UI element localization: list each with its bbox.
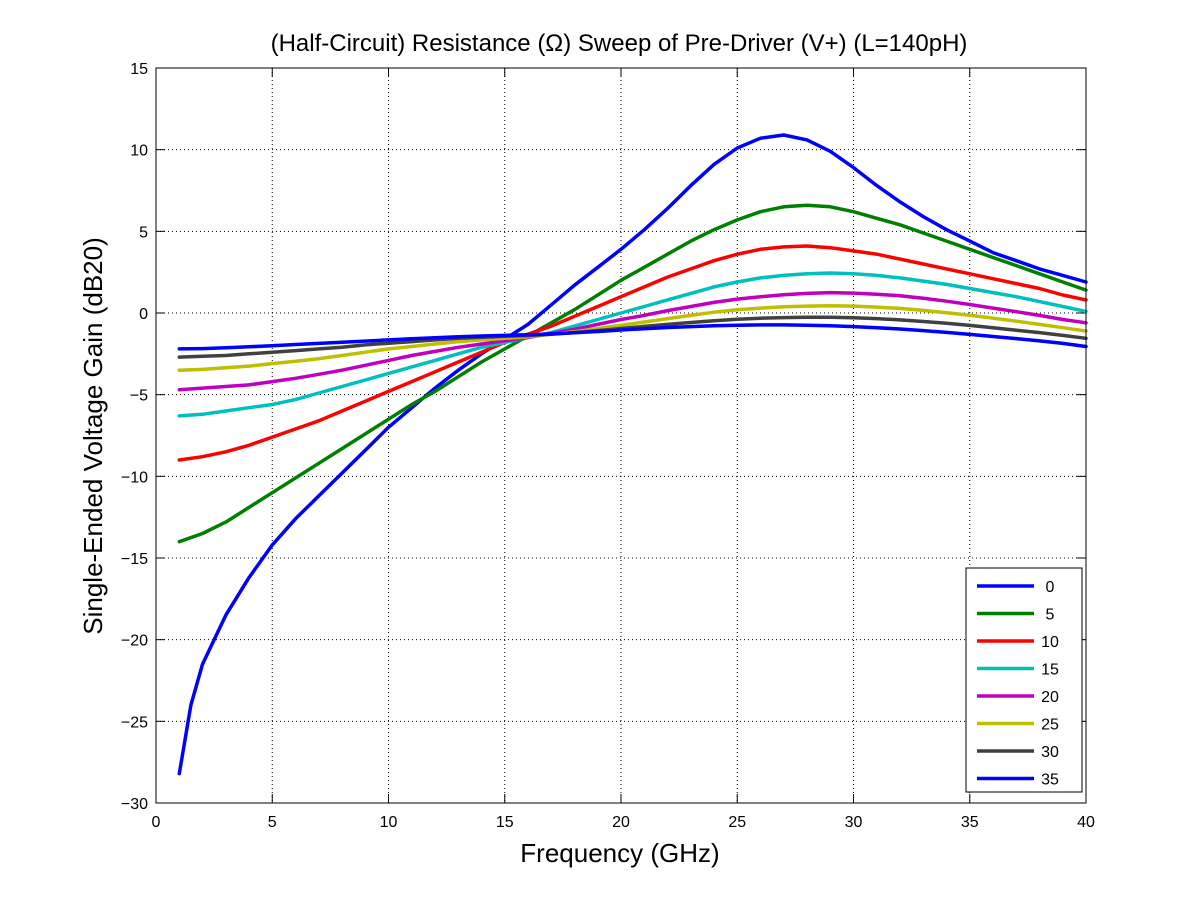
y-tick-label: 0 [139, 306, 148, 323]
series-line-20 [177, 290, 1088, 392]
series-line-25 [177, 303, 1088, 372]
x-axis-title: Frequency (GHz) [520, 838, 719, 868]
x-tick-label: 40 [1077, 814, 1095, 831]
chart-title: (Half-Circuit) Resistance (Ω) Sweep of P… [271, 30, 968, 57]
x-tick-label: 25 [728, 814, 746, 831]
y-tick-label: −25 [121, 714, 148, 731]
series-lines [177, 133, 1088, 776]
legend-label-25: 25 [1041, 717, 1059, 734]
y-tick-label: −10 [121, 469, 148, 486]
x-tick-label: 0 [152, 814, 161, 831]
x-tick-label: 10 [380, 814, 398, 831]
legend: 0 5 10 15 20 25 30 35 [965, 567, 1083, 793]
y-axis-title: Single-Ended Voltage Gain (dB20) [78, 237, 108, 635]
y-tick-label: −30 [121, 796, 148, 813]
legend-label-20: 20 [1041, 689, 1059, 706]
legend-label-10: 10 [1041, 634, 1059, 651]
series-line-0 [177, 133, 1088, 776]
legend-label-30: 30 [1041, 744, 1059, 761]
y-tick-label: 15 [130, 61, 148, 78]
series-line-35 [177, 323, 1088, 351]
series-line-30 [177, 315, 1088, 359]
legend-box [965, 567, 1083, 793]
y-tick-label: −20 [121, 633, 148, 650]
legend-label-35: 35 [1041, 772, 1059, 789]
x-tick-label: 35 [961, 814, 979, 831]
x-tick-labels: 0 5 10 15 20 25 30 35 40 [152, 814, 1095, 831]
legend-label-5: 5 [1046, 607, 1055, 624]
y-tick-label: 10 [130, 143, 148, 160]
series-line-10 [177, 244, 1088, 462]
plot-frame [155, 67, 1087, 804]
legend-label-15: 15 [1041, 662, 1059, 679]
y-tick-label: −5 [130, 388, 148, 405]
series-line-5 [177, 203, 1088, 544]
x-tick-label: 15 [496, 814, 514, 831]
x-tick-label: 5 [268, 814, 277, 831]
y-tick-label: 5 [139, 224, 148, 241]
legend-label-0: 0 [1046, 579, 1055, 596]
x-tick-label: 30 [845, 814, 863, 831]
y-tick-label: −15 [121, 551, 148, 568]
y-tick-labels: −30 −25 −20 −15 −10 −5 0 5 10 15 [121, 61, 148, 813]
series-line-15 [177, 271, 1088, 418]
x-tick-label: 20 [612, 814, 630, 831]
